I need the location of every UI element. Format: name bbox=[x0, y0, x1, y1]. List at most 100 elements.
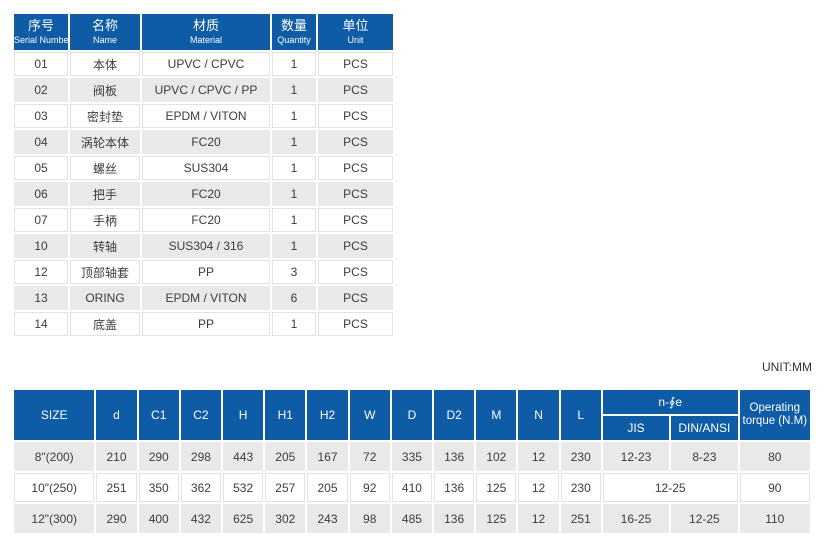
parts-cell-serial: 05 bbox=[14, 156, 68, 180]
parts-cell-name: ORING bbox=[70, 286, 140, 310]
dim-cell-bolt-merged: 12-25 bbox=[602, 473, 738, 502]
dim-cell-m: 125 bbox=[476, 504, 517, 533]
parts-table: 序号 Serial Number 名称 Name 材质 Material 数量 … bbox=[12, 12, 395, 338]
dim-cell-h1: 257 bbox=[265, 473, 306, 502]
dim-cell-c2: 362 bbox=[180, 473, 222, 502]
dim-cell-c1: 350 bbox=[138, 473, 179, 502]
parts-cell-serial: 04 bbox=[14, 130, 68, 154]
parts-cell-material: PP bbox=[142, 312, 270, 336]
parts-cell-serial: 14 bbox=[14, 312, 68, 336]
parts-row: 13 ORING EPDM / VITON 6 PCS bbox=[14, 286, 393, 310]
dim-cell-din-ansi: 12-25 bbox=[671, 504, 738, 533]
parts-row: 01 本体 UPVC / CPVC 1 PCS bbox=[14, 52, 393, 76]
dim-cell-l: 251 bbox=[560, 504, 601, 533]
parts-cell-name: 顶部轴套 bbox=[70, 260, 140, 284]
parts-cell-unit: PCS bbox=[318, 130, 393, 154]
parts-cell-material: SUS304 / 316 bbox=[142, 234, 270, 258]
dim-cell-size: 10"(250) bbox=[14, 473, 95, 502]
parts-cell-serial: 13 bbox=[14, 286, 68, 310]
dim-cell-c2: 432 bbox=[180, 504, 222, 533]
dim-header-row-2: JIS DIN/ANSI bbox=[14, 416, 810, 440]
parts-header-name-en: Name bbox=[92, 35, 117, 45]
parts-cell-unit: PCS bbox=[318, 104, 393, 128]
parts-cell-quantity: 1 bbox=[272, 130, 316, 154]
parts-header-unit-en: Unit bbox=[347, 35, 364, 45]
dimension-table: SIZE d C1 C2 H H1 H2 W D D2 M N L n-∮e O… bbox=[12, 388, 812, 535]
dim-header-bolt-group: n-∮e bbox=[602, 390, 738, 414]
parts-cell-name: 把手 bbox=[70, 182, 140, 206]
parts-cell-quantity: 1 bbox=[272, 156, 316, 180]
parts-header-serial-zh: 序号 bbox=[27, 18, 54, 33]
parts-cell-unit: PCS bbox=[318, 286, 393, 310]
dim-cell-h1: 205 bbox=[265, 442, 306, 471]
parts-header-unit-zh: 单位 bbox=[342, 18, 369, 33]
dim-cell-h2: 205 bbox=[307, 473, 348, 502]
parts-cell-name: 涡轮本体 bbox=[70, 130, 140, 154]
parts-header-quantity-en: Quantity bbox=[277, 35, 311, 45]
parts-header-material-zh: 材质 bbox=[192, 18, 219, 33]
dim-header-d2: D2 bbox=[434, 390, 475, 440]
dim-cell-size: 8"(200) bbox=[14, 442, 95, 471]
parts-cell-unit: PCS bbox=[318, 234, 393, 258]
parts-header-name-zh: 名称 bbox=[91, 18, 118, 33]
dim-header-h: H bbox=[223, 390, 264, 440]
parts-cell-serial: 02 bbox=[14, 78, 68, 102]
parts-cell-serial: 03 bbox=[14, 104, 68, 128]
parts-row: 12 顶部轴套 PP 3 PCS bbox=[14, 260, 393, 284]
dim-header-h1: H1 bbox=[265, 390, 306, 440]
parts-row: 03 密封垫 EPDM / VITON 1 PCS bbox=[14, 104, 393, 128]
parts-header-unit: 单位 Unit bbox=[318, 14, 393, 50]
parts-cell-name: 螺丝 bbox=[70, 156, 140, 180]
parts-cell-name: 手柄 bbox=[70, 208, 140, 232]
parts-header-serial: 序号 Serial Number bbox=[14, 14, 68, 50]
dim-header-row-1: SIZE d C1 C2 H H1 H2 W D D2 M N L n-∮e O… bbox=[14, 390, 810, 440]
dim-header-n: N bbox=[518, 390, 559, 440]
dim-header-h2: H2 bbox=[307, 390, 348, 440]
dim-cell-m: 125 bbox=[476, 473, 517, 502]
dim-cell-n: 12 bbox=[518, 504, 559, 533]
dim-cell-d: 290 bbox=[96, 504, 137, 533]
parts-cell-unit: PCS bbox=[318, 312, 393, 336]
parts-header-serial-en: Serial Number bbox=[14, 35, 68, 45]
parts-header-quantity-zh: 数量 bbox=[280, 18, 307, 33]
dim-cell-n: 12 bbox=[518, 442, 559, 471]
parts-row: 05 螺丝 SUS304 1 PCS bbox=[14, 156, 393, 180]
parts-cell-serial: 12 bbox=[14, 260, 68, 284]
dim-cell-w: 92 bbox=[349, 473, 390, 502]
parts-cell-material: FC20 bbox=[142, 130, 270, 154]
dim-header-size: SIZE bbox=[14, 390, 95, 440]
parts-cell-material: UPVC / CPVC bbox=[142, 52, 270, 76]
unit-label: UNIT:MM bbox=[762, 360, 812, 374]
dim-cell-w: 72 bbox=[349, 442, 390, 471]
parts-cell-name: 底盖 bbox=[70, 312, 140, 336]
dim-cell-c1: 400 bbox=[138, 504, 179, 533]
dim-cell-torque: 80 bbox=[739, 442, 810, 471]
dim-header-d: d bbox=[96, 390, 137, 440]
dim-cell-torque: 90 bbox=[739, 473, 810, 502]
dim-cell-d2: 136 bbox=[434, 442, 475, 471]
dim-cell-h2: 243 bbox=[307, 504, 348, 533]
dim-cell-h: 532 bbox=[223, 473, 264, 502]
dim-cell-size: 12"(300) bbox=[14, 504, 95, 533]
parts-cell-name: 转轴 bbox=[70, 234, 140, 258]
dim-row: 10"(250) 251 350 362 532 257 205 92 410 … bbox=[14, 473, 810, 502]
parts-cell-quantity: 1 bbox=[272, 208, 316, 232]
dim-cell-d: 210 bbox=[96, 442, 137, 471]
parts-header-quantity: 数量 Quantity bbox=[272, 14, 316, 50]
dim-cell-dd: 335 bbox=[391, 442, 433, 471]
dim-cell-l: 230 bbox=[560, 442, 601, 471]
parts-cell-material: FC20 bbox=[142, 182, 270, 206]
parts-cell-material: UPVC / CPVC / PP bbox=[142, 78, 270, 102]
dim-header-l: L bbox=[560, 390, 601, 440]
dim-cell-dd: 410 bbox=[391, 473, 433, 502]
parts-cell-unit: PCS bbox=[318, 182, 393, 206]
parts-cell-material: PP bbox=[142, 260, 270, 284]
parts-row: 04 涡轮本体 FC20 1 PCS bbox=[14, 130, 393, 154]
parts-header-row: 序号 Serial Number 名称 Name 材质 Material 数量 … bbox=[14, 14, 393, 50]
dim-cell-jis: 16-25 bbox=[602, 504, 670, 533]
dim-cell-h2: 167 bbox=[307, 442, 348, 471]
dim-row: 8"(200) 210 290 298 443 205 167 72 335 1… bbox=[14, 442, 810, 471]
dim-header-m: M bbox=[476, 390, 517, 440]
dim-cell-jis: 12-23 bbox=[602, 442, 670, 471]
